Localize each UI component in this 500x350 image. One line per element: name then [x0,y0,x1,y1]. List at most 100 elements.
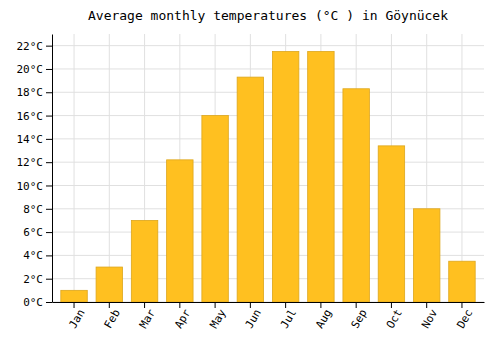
x-tick-label: Mar [137,307,158,331]
x-tick: Aug [313,302,334,331]
title: Average monthly temperatures (°C ) in Gö… [88,8,448,23]
y-tick-mark [46,232,52,233]
y-tick: 8°C [23,203,52,216]
y-tick-mark [46,255,52,256]
y-tick: 12°C [17,156,53,169]
y-tick: 22°C [17,40,53,53]
y-tick-mark [46,302,52,303]
x-tick-mark [356,302,357,308]
y-grid-line [52,68,484,69]
bar [413,209,439,302]
y-grid-line [52,138,484,139]
y-grid-line [52,92,484,93]
x-tick-mark [215,302,216,308]
x-tick: Oct [384,302,405,331]
x-tick-label: Jul [278,307,299,331]
y-tick-mark [46,46,52,47]
y-tick: 4°C [23,249,52,262]
grid [52,34,484,302]
x-tick-mark [391,302,392,308]
y-tick: 6°C [23,226,52,239]
y-tick-mark [46,116,52,117]
y-tick-label: 12°C [17,156,44,169]
y-tick-label: 2°C [23,273,43,286]
x-tick-mark [109,302,110,308]
bar [272,51,298,302]
chart-svg: 0°C 2°C 4°C 6°C 8°C 10°C 12°C 14°C 16°C 18°C 20°C 2… [0,0,500,350]
x-tick-label: Sep [348,307,369,331]
y-tick: 20°C [17,63,53,76]
y-tick: 14°C [17,133,53,146]
y-tick: 10°C [17,179,53,192]
chart-container: 0°C 2°C 4°C 6°C 8°C 10°C 12°C 14°C 16°C 18°C 20°C 2… [0,0,500,350]
y-tick-mark [46,92,52,93]
x-tick-mark [144,302,145,308]
x-tick: Jan [66,302,87,331]
y-tick-label: 6°C [23,226,43,239]
x-tick: Jun [243,302,264,331]
bar [308,51,334,302]
y-tick-mark [46,139,52,140]
x-tick-mark [179,302,180,308]
y-tick: 18°C [17,86,53,99]
bar [202,116,228,302]
y-tick: 16°C [17,110,53,123]
x-tick-label: Jan [66,307,87,331]
bar [237,77,263,302]
x-tick-mark [426,302,427,308]
x-tick: Mar [137,302,158,331]
y-tick-label: 4°C [23,249,43,262]
y-grid-line [52,45,484,46]
x-tick: Feb [102,302,123,331]
x-tick-label: Apr [172,307,193,331]
x-tick-mark [320,302,321,308]
y-axis: 0°C 2°C 4°C 6°C 8°C 10°C 12°C 14°C 16°C 18°C 20°C 2… [17,35,53,310]
x-tick: Sep [348,302,369,331]
x-tick-label: Oct [384,307,405,331]
x-grid-line [74,34,75,302]
x-tick-label: Aug [313,307,334,331]
x-tick-mark [285,302,286,308]
y-tick-label: 20°C [17,63,44,76]
y-tick-mark [46,162,52,163]
y-grid-line [52,162,484,163]
y-tick-mark [46,209,52,210]
y-tick: 0°C [23,296,52,309]
x-tick-mark [250,302,251,308]
x-tick: May [207,302,228,331]
bar [61,290,87,302]
plot: 0°C 2°C 4°C 6°C 8°C 10°C 12°C 14°C 16°C 18°C 20°C 2… [17,34,485,331]
y-tick-label: 10°C [17,179,44,192]
x-tick-label: May [207,307,228,331]
x-axis: Jan Feb Mar Apr May Jun Jul Aug Sep Oct Nov Dec [53,302,485,331]
x-tick-label: Feb [102,307,123,331]
bar [167,160,193,302]
x-tick: Apr [172,302,193,331]
bar [378,146,404,302]
y-tick-label: 8°C [23,203,43,216]
x-tick-label: Jun [243,307,264,331]
y-grid-line [52,115,484,116]
bar [449,261,475,302]
y-tick-label: 16°C [17,110,44,123]
x-tick-label: Dec [454,307,475,331]
x-axis-line [53,302,485,303]
bar [131,220,157,302]
x-tick: Dec [454,302,475,331]
y-tick-mark [46,69,52,70]
x-tick-label: Nov [419,307,440,331]
y-tick-label: 18°C [17,86,44,99]
y-tick: 2°C [23,273,52,286]
x-tick: Jul [278,302,299,331]
bar [96,267,122,302]
x-tick-mark [461,302,462,308]
x-grid-line [109,34,110,302]
y-tick-label: 0°C [23,296,43,309]
y-tick-label: 22°C [17,40,44,53]
bar [343,89,369,302]
y-grid-line [52,185,484,186]
bars [61,51,475,302]
x-tick-mark [74,302,75,308]
y-tick-mark [46,185,52,186]
y-tick-label: 14°C [17,133,44,146]
